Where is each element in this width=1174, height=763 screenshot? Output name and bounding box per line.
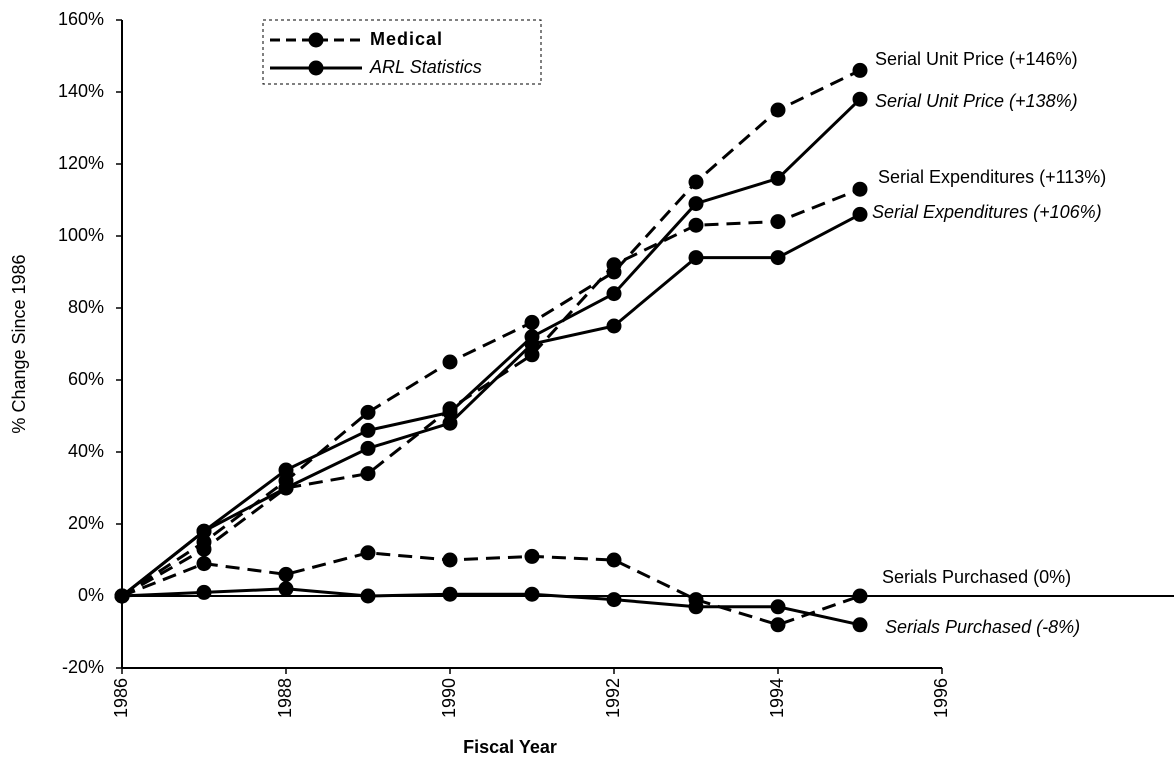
point <box>114 588 130 604</box>
x-tick-label: 1990 <box>439 678 459 718</box>
point <box>606 257 622 273</box>
x-tick-label: 1996 <box>931 678 951 718</box>
point <box>852 588 868 604</box>
point <box>852 62 868 78</box>
y-tick-label: 100% <box>58 225 104 245</box>
point <box>360 588 376 604</box>
point <box>770 170 786 186</box>
point <box>770 250 786 266</box>
y-tick-label: 160% <box>58 9 104 29</box>
y-tick-label: 60% <box>68 369 104 389</box>
point <box>278 566 294 582</box>
point <box>360 466 376 482</box>
point <box>688 599 704 615</box>
point <box>360 404 376 420</box>
series-line <box>121 98 862 598</box>
point <box>442 552 458 568</box>
x-tick-label: 1994 <box>767 678 787 718</box>
point <box>688 174 704 190</box>
point <box>196 556 212 572</box>
point <box>852 181 868 197</box>
y-axis-label: % Change Since 1986 <box>9 254 29 433</box>
y-tick-label: -20% <box>62 657 104 677</box>
point <box>196 541 212 557</box>
point <box>442 354 458 370</box>
point <box>688 217 704 233</box>
point <box>852 617 868 633</box>
point <box>770 102 786 118</box>
point <box>524 314 540 330</box>
y-tick-label: 0% <box>78 585 104 605</box>
point <box>524 347 540 363</box>
series-line <box>121 187 861 598</box>
series-line <box>121 213 861 598</box>
point <box>196 523 212 539</box>
point <box>524 548 540 564</box>
series-label: Serial Unit Price (+146%) <box>875 49 1078 69</box>
point <box>688 196 704 212</box>
point <box>360 422 376 438</box>
point <box>442 401 458 417</box>
legend-box <box>262 19 542 85</box>
x-tick-label: 1986 <box>111 678 131 718</box>
x-tick-label: 1992 <box>603 678 623 718</box>
series-line <box>121 69 861 598</box>
point <box>606 592 622 608</box>
y-tick-label: 140% <box>58 81 104 101</box>
point <box>688 250 704 266</box>
point <box>770 617 786 633</box>
point <box>606 318 622 334</box>
series-label: Serial Expenditures (+113%) <box>878 167 1106 187</box>
point <box>852 91 868 107</box>
y-tick-label: 20% <box>68 513 104 533</box>
point <box>852 206 868 222</box>
series-label: Serials Purchased (0%) <box>882 567 1071 587</box>
x-tick-label: 1988 <box>275 678 295 718</box>
series-label: Serials Purchased (-8%) <box>885 617 1080 637</box>
series-line <box>121 587 861 627</box>
point <box>196 584 212 600</box>
series-line <box>121 551 861 627</box>
point <box>524 586 540 602</box>
point <box>360 545 376 561</box>
x-axis-label: Fiscal Year <box>463 737 557 757</box>
point <box>770 599 786 615</box>
point <box>770 214 786 230</box>
point <box>278 462 294 478</box>
legend-label: Medical <box>370 29 443 49</box>
point <box>278 581 294 597</box>
y-tick-label: 40% <box>68 441 104 461</box>
series-label: Serial Expenditures (+106%) <box>872 202 1102 222</box>
legend-marker <box>308 32 324 48</box>
point <box>524 336 540 352</box>
point <box>360 440 376 456</box>
point <box>442 586 458 602</box>
legend-label: ARL Statistics <box>369 57 482 77</box>
legend-marker <box>308 60 324 76</box>
point <box>442 415 458 431</box>
point <box>606 552 622 568</box>
point <box>278 480 294 496</box>
point <box>606 286 622 302</box>
y-tick-label: 120% <box>58 153 104 173</box>
series-label: Serial Unit Price (+138%) <box>875 91 1078 111</box>
y-tick-label: 80% <box>68 297 104 317</box>
